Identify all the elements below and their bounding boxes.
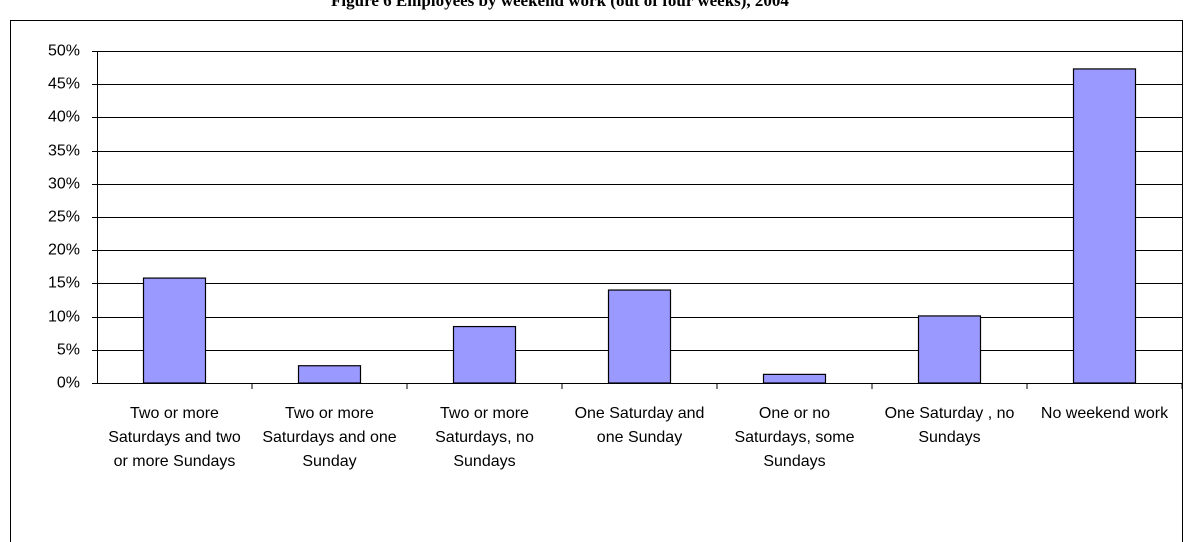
y-tick-label: 15% (48, 275, 80, 292)
bar (142, 277, 207, 384)
y-tick-label: 30% (48, 176, 80, 193)
bar (452, 325, 517, 384)
y-tick-label: 20% (48, 242, 80, 259)
x-tick-label: One or no Saturdays, some Sundays (734, 405, 855, 470)
x-tick-label: No weekend work (1040, 405, 1169, 422)
bar (762, 373, 827, 384)
x-tick-label: Two or more Saturdays and two or more Su… (108, 405, 241, 470)
bar (917, 315, 982, 384)
y-tick-label: 35% (48, 143, 80, 160)
chart-title: Figure 6 Employees by weekend work (out … (331, 0, 789, 10)
x-tick-label: One Saturday and one Sunday (574, 405, 705, 446)
y-tick-label: 40% (48, 109, 80, 126)
x-tick-label: Two or more Saturdays and one Sunday (262, 405, 397, 470)
y-tick-label: 5% (57, 342, 80, 359)
x-tick-label: One Saturday , no Sundays (884, 405, 1015, 446)
y-tick-label: 25% (48, 209, 80, 226)
bar (297, 365, 362, 384)
bar (607, 289, 672, 384)
x-tick-label: Two or more Saturdays, no Sundays (435, 405, 534, 470)
y-tick-label: 45% (48, 76, 80, 93)
y-tick-label: 50% (48, 43, 80, 60)
y-tick-label: 0% (57, 375, 80, 392)
y-tick-label: 10% (48, 309, 80, 326)
chart-border (10, 20, 1183, 542)
bar (1072, 68, 1137, 384)
